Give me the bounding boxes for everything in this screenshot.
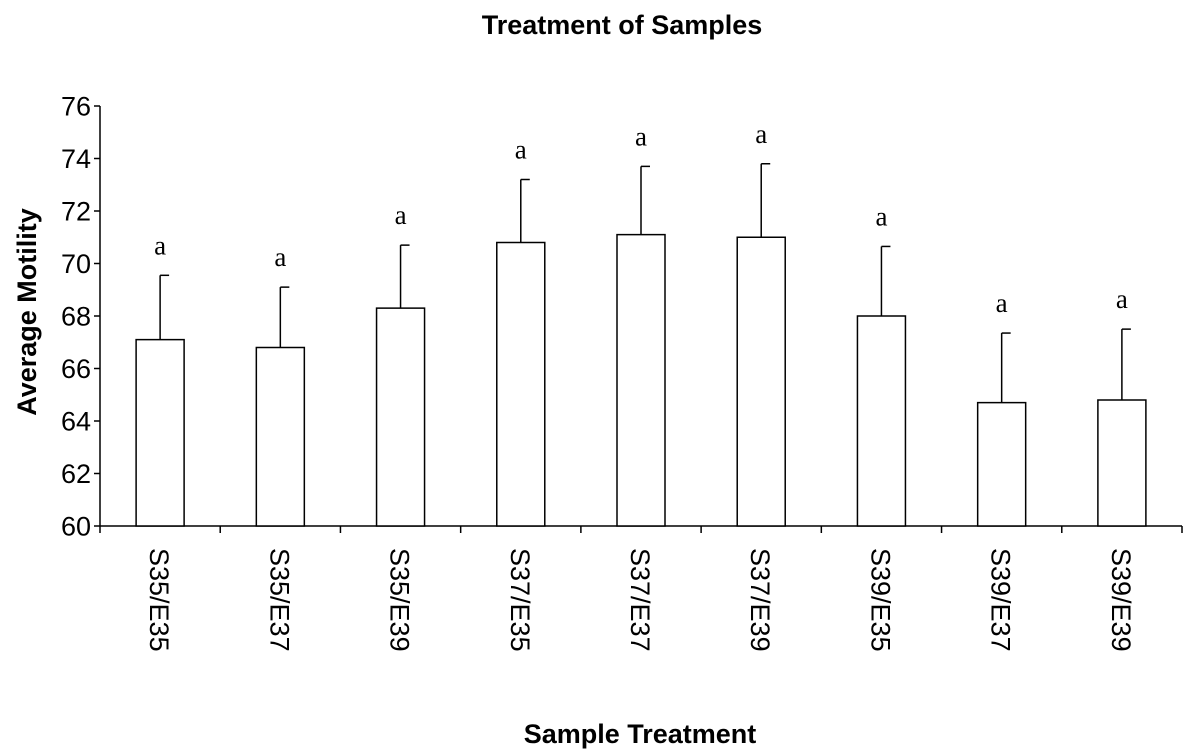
significance-label: a bbox=[395, 200, 407, 230]
significance-label: a bbox=[154, 230, 166, 260]
x-tick-label: S35/E39 bbox=[385, 548, 415, 652]
x-tick-label: S35/E35 bbox=[144, 548, 174, 652]
bar bbox=[736, 236, 786, 527]
x-tick-label: S39/E37 bbox=[986, 548, 1016, 652]
y-tick-label: 64 bbox=[61, 407, 91, 437]
y-tick-label: 60 bbox=[61, 512, 91, 542]
significance-label: a bbox=[875, 201, 887, 231]
significance-label: a bbox=[996, 288, 1008, 318]
y-tick-label: 70 bbox=[61, 249, 91, 279]
x-tick-label: S35/E37 bbox=[264, 548, 294, 652]
y-tick-label: 72 bbox=[61, 197, 91, 227]
bar bbox=[135, 338, 185, 527]
bar bbox=[255, 346, 306, 527]
y-tick-label: 76 bbox=[61, 92, 91, 122]
bar bbox=[1097, 399, 1147, 527]
bar bbox=[496, 241, 546, 527]
significance-label: a bbox=[274, 242, 286, 272]
plot-area: 60 62 64 66 68 70 72 74 76 a S35/E35 a S35/E37 a S35/E… bbox=[61, 92, 1183, 652]
significance-label: a bbox=[1116, 284, 1128, 314]
x-tick-label: S37/E39 bbox=[745, 548, 775, 652]
x-tick-label: S39/E39 bbox=[1106, 548, 1136, 652]
x-tick-label: S37/E35 bbox=[505, 548, 535, 652]
x-axis-title: Sample Treatment bbox=[524, 719, 757, 749]
significance-label: a bbox=[635, 121, 647, 151]
x-tick-label: S39/E35 bbox=[865, 548, 895, 652]
y-tick-label: 62 bbox=[61, 459, 91, 489]
significance-label: a bbox=[755, 119, 767, 149]
chart-title: Treatment of Samples bbox=[482, 10, 763, 40]
bar bbox=[375, 307, 426, 527]
bar bbox=[856, 315, 907, 527]
x-tick-label: S37/E37 bbox=[625, 548, 655, 652]
y-axis-title: Average Motility bbox=[12, 208, 42, 416]
y-tick-label: 74 bbox=[61, 144, 91, 174]
y-tick-label: 66 bbox=[61, 354, 91, 384]
y-tick-label: 68 bbox=[61, 302, 91, 332]
bar bbox=[976, 401, 1027, 527]
bar bbox=[616, 233, 666, 527]
significance-label: a bbox=[515, 135, 527, 165]
